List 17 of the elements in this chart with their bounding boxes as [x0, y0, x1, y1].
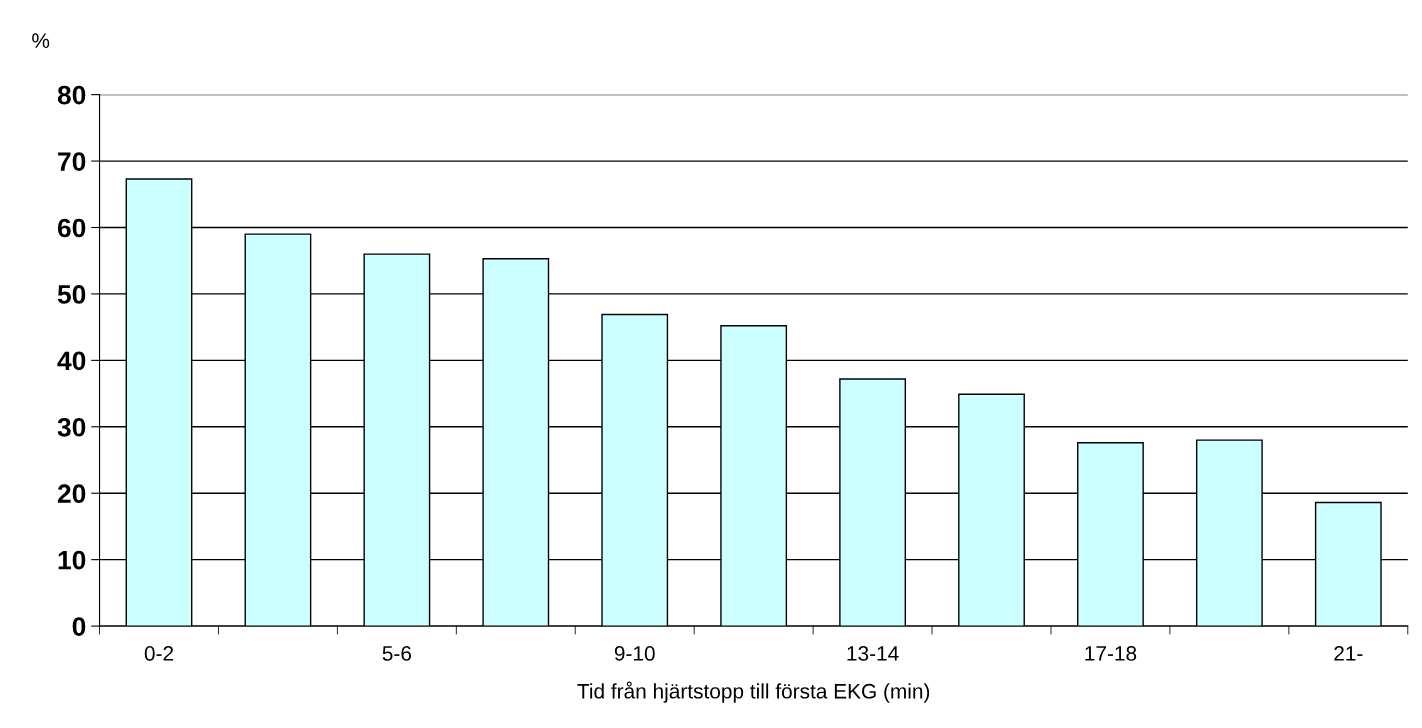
y-tick-label: 10: [58, 550, 86, 570]
x-tick-label: 17-18: [1085, 646, 1137, 661]
y-tick-label: 20: [57, 484, 86, 504]
y-tick-label: 70: [58, 152, 86, 171]
y-tick-label: 60: [57, 218, 86, 238]
x-tick-label: 13-14: [847, 646, 899, 661]
y-axis-title: %: [32, 33, 50, 48]
y-tick-label: 40: [57, 351, 86, 371]
x-tick-label: 9-10: [614, 646, 655, 661]
y-tick-label: 80: [57, 85, 86, 105]
y-tick-label: 30: [57, 417, 86, 437]
x-tick-label: 0-2: [144, 646, 174, 661]
x-tick-label: 21-: [1334, 646, 1363, 661]
y-tick-label: 50: [57, 285, 86, 304]
y-tick-label: 0: [72, 617, 86, 636]
x-axis-title: Tid från hjärtstopp till första EKG (min): [577, 681, 930, 703]
x-tick-label: 5-6: [382, 646, 412, 661]
